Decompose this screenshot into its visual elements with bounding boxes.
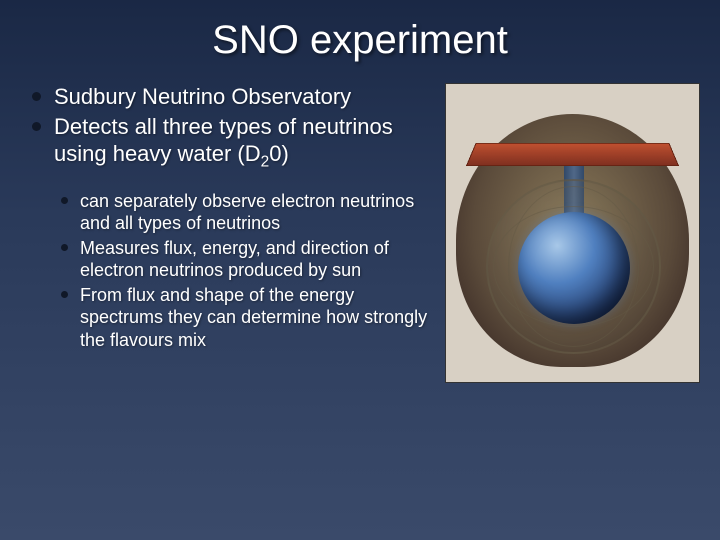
list-item: can separately observe electron neutrino… — [58, 190, 435, 235]
page-title: SNO experiment — [0, 0, 720, 83]
list-item: Sudbury Neutrino Observatory — [28, 83, 435, 111]
inner-bullet-list: can separately observe electron neutrino… — [58, 190, 435, 352]
list-item: Measures flux, energy, and direction of … — [58, 237, 435, 282]
content-row: Sudbury Neutrino Observatory Detects all… — [0, 83, 720, 383]
text-column: Sudbury Neutrino Observatory Detects all… — [28, 83, 445, 383]
acrylic-vessel-shape — [518, 212, 630, 324]
outer-bullet-list: Sudbury Neutrino Observatory Detects all… — [28, 83, 435, 172]
sno-detector-illustration — [445, 83, 700, 383]
deck-shape — [466, 143, 679, 166]
list-item: From flux and shape of the energy spectr… — [58, 284, 435, 352]
list-item: Detects all three types of neutrinos usi… — [28, 113, 435, 172]
image-column — [445, 83, 700, 383]
